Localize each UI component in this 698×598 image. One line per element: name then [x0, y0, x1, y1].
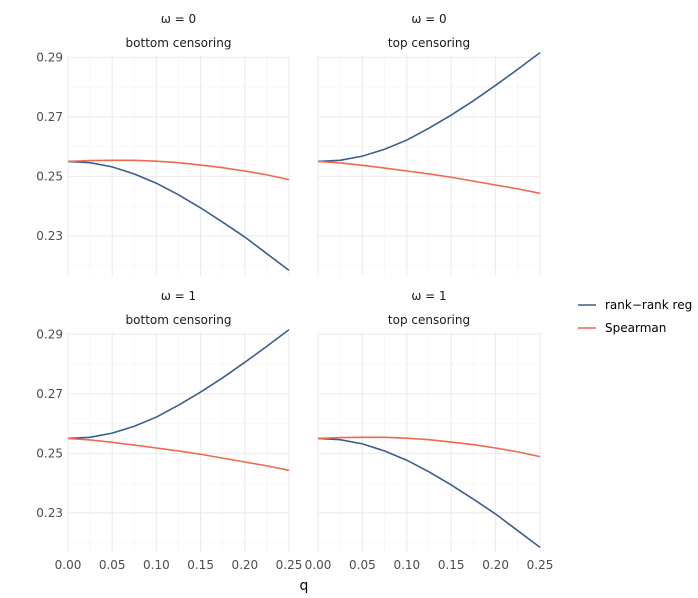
- x-tick-label: 0.10: [393, 558, 420, 572]
- strip-label-omega: ω = 0: [161, 12, 196, 26]
- series-line-rank-rank-reg: [67, 328, 290, 440]
- y-tick-label: 0.27: [36, 110, 63, 124]
- y-tick-label: 0.25: [36, 446, 63, 460]
- series-line-rank-rank-reg: [317, 437, 541, 548]
- y-tick-label: 0.27: [36, 387, 63, 401]
- legend-label-rank-rank-reg: rank−rank reg: [605, 298, 692, 312]
- series-line-spearman: [317, 436, 541, 458]
- y-tick-label: 0.29: [36, 327, 63, 341]
- strip-label-omega: ω = 1: [161, 289, 196, 303]
- strip-label-censoring: top censoring: [388, 36, 470, 50]
- legend: rank−rank reg Spearman: [578, 298, 692, 335]
- strip-label-censoring: bottom censoring: [126, 36, 232, 50]
- strip-label-omega: ω = 1: [411, 289, 446, 303]
- strip-label-censoring: top censoring: [388, 313, 470, 327]
- x-tick-label: 0.00: [305, 558, 332, 572]
- x-tick-label: 0.20: [482, 558, 509, 572]
- series-line-rank-rank-reg: [317, 51, 541, 163]
- x-tick-label: 0.00: [55, 558, 82, 572]
- x-axis-title: q: [300, 578, 309, 594]
- x-tick-label: 0.05: [349, 558, 376, 572]
- series-line-rank-rank-reg: [67, 160, 290, 271]
- x-tick-label: 0.20: [231, 558, 258, 572]
- series-line-spearman: [317, 160, 541, 195]
- strip-label-omega: ω = 0: [411, 12, 446, 26]
- panel-1: ω = 0 bottom censoring 0.23 0.25 0.27 0.29: [36, 12, 290, 276]
- x-tick-label: 0.25: [276, 558, 303, 572]
- x-tick-label: 0.10: [143, 558, 170, 572]
- y-tick-label: 0.25: [36, 169, 63, 183]
- legend-label-spearman: Spearman: [605, 321, 666, 335]
- x-tick-label: 0.15: [438, 558, 465, 572]
- panel-3: ω = 1 bottom censoring 0.23 0.25 0.27 0.29 0.0…: [36, 289, 302, 572]
- x-tick-label: 0.25: [527, 558, 554, 572]
- y-tick-label: 0.23: [36, 506, 63, 520]
- y-tick-label: 0.23: [36, 229, 63, 243]
- x-tick-label: 0.15: [187, 558, 214, 572]
- series-line-spearman: [67, 159, 290, 181]
- x-tick-label: 0.05: [99, 558, 126, 572]
- strip-label-censoring: bottom censoring: [126, 313, 232, 327]
- panel-2: ω = 0 top censoring: [317, 12, 541, 276]
- y-tick-label: 0.29: [36, 50, 63, 64]
- series-line-spearman: [67, 437, 290, 472]
- panel-4: ω = 1 top censoring 0.00 0.05 0.10 0.15 0.20 0.…: [305, 289, 554, 572]
